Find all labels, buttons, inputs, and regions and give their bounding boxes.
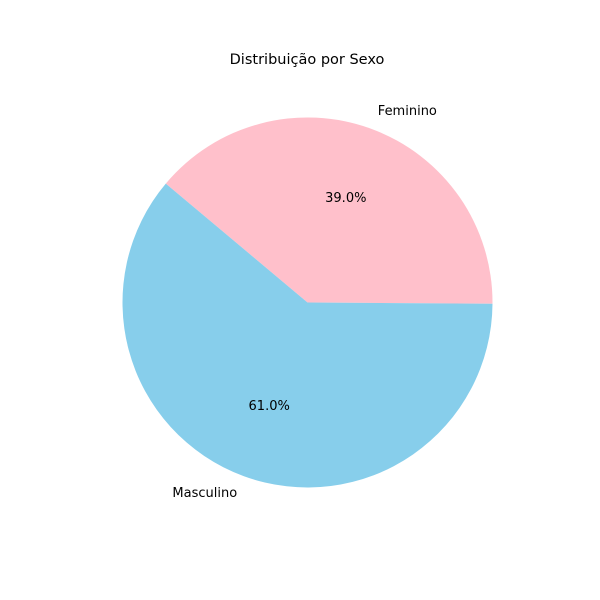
- pie-category-label-masculino: Masculino: [172, 486, 237, 501]
- chart-title: Distribuição por Sexo: [230, 52, 385, 68]
- pie-labels: 39.0% Feminino 61.0% Masculino: [172, 104, 436, 501]
- pie-pct-label-masculino: 61.0%: [249, 399, 290, 414]
- pie-slice-feminino: [165, 117, 493, 304]
- pie-slice-masculino: [122, 183, 493, 488]
- pie-slices: [122, 117, 493, 488]
- pie-pct-label-feminino: 39.0%: [325, 191, 366, 206]
- pie-category-label-feminino: Feminino: [378, 104, 437, 119]
